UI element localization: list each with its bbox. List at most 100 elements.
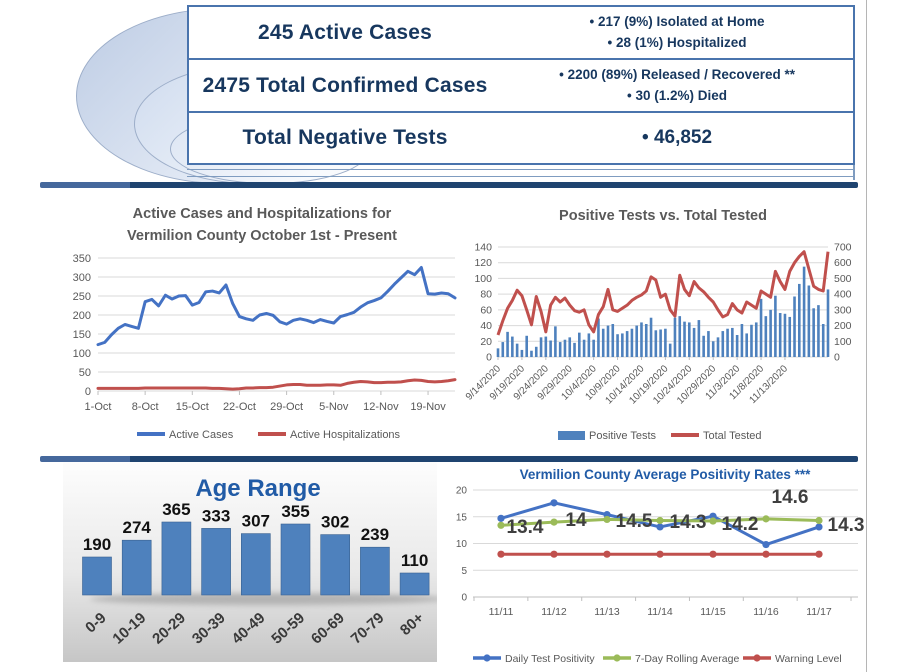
marker bbox=[762, 515, 770, 523]
summary-row-confirmed-cases: 2475 Total Confirmed Cases • 2200 (89%) … bbox=[189, 60, 853, 113]
marker bbox=[815, 550, 823, 558]
series-active-cases bbox=[96, 266, 457, 347]
right-y-tick-label: 0 bbox=[834, 352, 840, 364]
x-tick-label: 11/11 bbox=[489, 606, 514, 618]
positive-tests-bar bbox=[711, 341, 715, 357]
chart-title: Positive Tests vs. Total Tested bbox=[559, 208, 767, 224]
y-tick-label: 10 bbox=[456, 539, 468, 550]
positive-tests-bar bbox=[783, 313, 787, 357]
positive-tests-bar bbox=[817, 305, 820, 357]
positive-tests-bar bbox=[592, 339, 595, 357]
y-tick-label: 50 bbox=[79, 367, 91, 379]
positive-tests-bar bbox=[520, 349, 524, 357]
bar-value-label: 274 bbox=[123, 518, 152, 537]
positive-tests-bar bbox=[683, 321, 686, 357]
series-active-hospitalizations bbox=[96, 378, 457, 391]
right-page-rule bbox=[866, 0, 867, 672]
marker bbox=[709, 550, 717, 558]
positive-tests-bar bbox=[688, 322, 691, 357]
chart-title-line: Vermilion County October 1st - Present bbox=[127, 228, 397, 244]
chart-age-range: Age Range1900-927410-1936520-2933330-393… bbox=[63, 462, 437, 662]
positive-tests-bar bbox=[678, 316, 682, 357]
positive-tests-bar bbox=[654, 330, 658, 357]
point-data-label: 14.3 bbox=[828, 515, 865, 536]
positive-tests-bar bbox=[740, 324, 744, 357]
positive-tests-bar bbox=[673, 317, 677, 357]
section-divider-bottom bbox=[40, 456, 858, 462]
positive-tests-bar bbox=[692, 327, 696, 357]
marker bbox=[762, 540, 770, 549]
bar-value-label: 333 bbox=[202, 506, 230, 525]
active-cases-label: 245 Active Cases bbox=[258, 20, 433, 44]
bar-value-label: 110 bbox=[401, 551, 428, 570]
detail-recovered: • 2200 (89%) Released / Recovered ** bbox=[559, 66, 795, 82]
marker bbox=[550, 518, 558, 526]
left-y-tick-label: 120 bbox=[474, 257, 492, 269]
chart-title-line: Active Cases and Hospitalizations for bbox=[133, 206, 392, 222]
chart-active-cases-hospitalizations: Active Cases and Hospitalizations for Ver… bbox=[73, 206, 457, 441]
positive-tests-bar bbox=[496, 348, 500, 357]
positive-tests-bar bbox=[726, 328, 729, 357]
positive-tests-bar bbox=[793, 296, 796, 357]
age-bar-20-29 bbox=[161, 521, 192, 596]
negative-tests-details: • 46,852 bbox=[501, 123, 853, 152]
point-data-label: 14.6 bbox=[772, 487, 809, 508]
point-data-label: 13.4 bbox=[507, 517, 544, 538]
positive-tests-bar bbox=[664, 328, 667, 357]
positive-tests-bar bbox=[606, 325, 610, 357]
positive-tests-bar bbox=[587, 333, 591, 357]
marker bbox=[656, 550, 664, 558]
age-bar-30-39 bbox=[201, 528, 231, 596]
y-tick-label: 300 bbox=[73, 272, 91, 284]
total-tested-line bbox=[496, 250, 830, 336]
legend-label: Active Cases bbox=[169, 429, 234, 441]
right-y-tick-label: 700 bbox=[834, 242, 852, 254]
y-tick-label: 150 bbox=[73, 329, 91, 341]
positive-tests-bar bbox=[644, 324, 648, 357]
confirmed-cases-label: 2475 Total Confirmed Cases bbox=[202, 73, 488, 97]
positive-tests-bar bbox=[812, 308, 815, 357]
y-tick-label: 0 bbox=[85, 386, 91, 398]
legend-label: Total Tested bbox=[703, 430, 762, 442]
x-tick-label: 5-Nov bbox=[319, 401, 349, 413]
marker bbox=[709, 517, 717, 525]
x-tick-label: 22-Oct bbox=[223, 401, 256, 413]
summary-row-active-cases: 245 Active Cases • 217 (9%) Isolated at … bbox=[189, 7, 853, 60]
positive-tests-bar bbox=[750, 324, 753, 357]
confirmed-cases-details: • 2200 (89%) Released / Recovered ** • 3… bbox=[501, 65, 853, 107]
positive-tests-bar bbox=[707, 331, 710, 357]
x-tick-label: 11/15 bbox=[700, 606, 726, 618]
chart-positive-vs-total-tested: Positive Tests vs. Total Tested 0 20 40 60 80… bbox=[465, 208, 852, 442]
bar-value-label: 307 bbox=[242, 512, 270, 531]
left-y-tick-label: 100 bbox=[474, 273, 492, 285]
positive-tests-bar bbox=[554, 326, 557, 357]
marker bbox=[603, 550, 611, 558]
bar-value-label: 365 bbox=[162, 500, 190, 519]
positive-tests-bar bbox=[515, 343, 519, 357]
positive-tests-bar bbox=[534, 346, 538, 357]
positive-tests-bar bbox=[568, 337, 572, 357]
summary-row-negative-tests: Total Negative Tests • 46,852 bbox=[189, 113, 853, 163]
marker bbox=[656, 523, 664, 531]
y-tick-label: 200 bbox=[73, 310, 91, 322]
positive-tests-bar bbox=[774, 295, 777, 357]
chart-title: Age Range bbox=[195, 475, 320, 502]
right-y-tick-label: 500 bbox=[834, 273, 852, 285]
positive-tests-bar bbox=[625, 331, 629, 357]
detail-hospitalized: • 28 (1%) Hospitalized bbox=[607, 34, 747, 50]
positive-tests-bar bbox=[754, 322, 758, 357]
marker bbox=[497, 514, 505, 522]
x-tick-label: 11/17 bbox=[806, 606, 832, 618]
positive-tests-bar bbox=[821, 324, 825, 357]
x-tick-label: 29-Oct bbox=[270, 401, 303, 413]
positive-tests-bar bbox=[735, 335, 739, 357]
chart-title: Vermilion County Average Positivity Rate… bbox=[520, 467, 812, 482]
bar-value-label: 239 bbox=[361, 525, 389, 544]
left-y-tick-label: 60 bbox=[480, 304, 492, 316]
age-bar-0-9 bbox=[82, 556, 112, 596]
positive-tests-bar bbox=[721, 331, 725, 357]
negative-tests-label: Total Negative Tests bbox=[242, 126, 448, 149]
detail-died: • 30 (1.2%) Died bbox=[627, 87, 728, 103]
positive-tests-bar bbox=[659, 329, 662, 357]
positive-tests-bar bbox=[798, 283, 801, 357]
